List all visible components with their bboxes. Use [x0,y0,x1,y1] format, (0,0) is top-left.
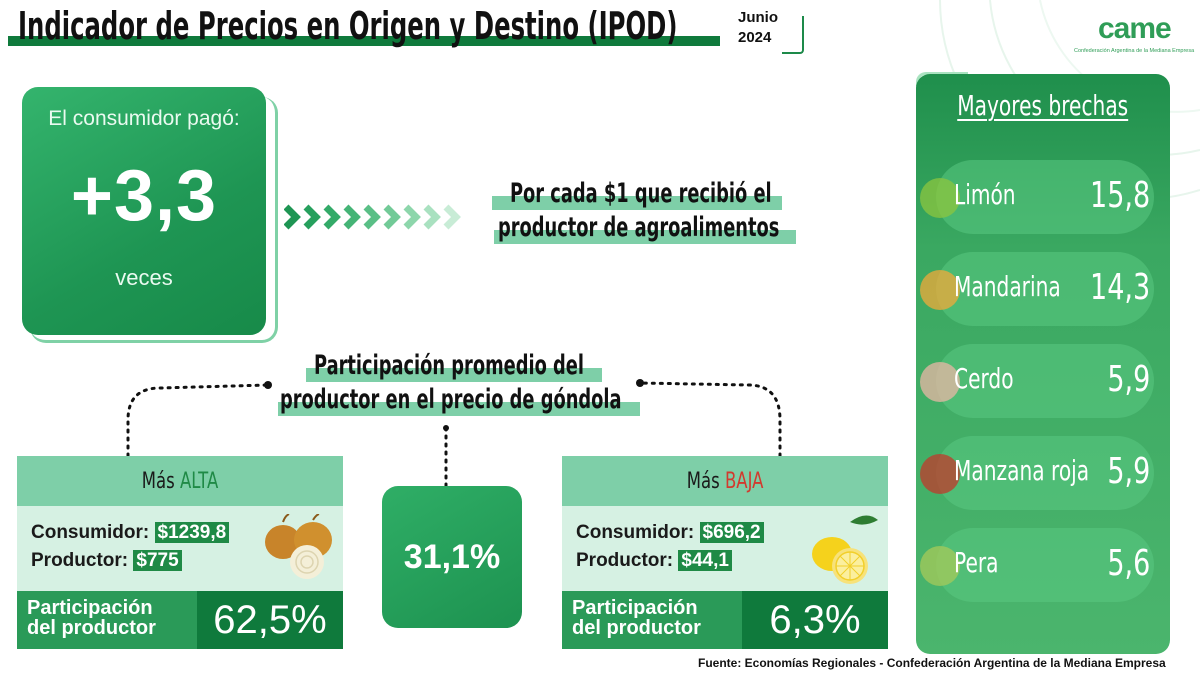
gap-item-cerdo: Cerdo 5,9 [920,344,1154,418]
per-peso-line-1: Por cada $1 que recibió el [510,178,772,209]
report-year: 2024 [738,29,772,46]
consumer-card-frame [30,97,278,343]
gap-item-value: 5,6 [1107,543,1150,584]
pear-icon [920,546,960,586]
lowest-producer-label: Productor: [576,550,674,571]
highest-producer-label: Productor: [31,550,129,571]
lowest-share-label-line-1: Participación [572,597,698,619]
gap-item-name: Manzana roja [954,454,1090,487]
lowest-share-panel: Más BAJA Consumidor: $696,2 Productor: $… [562,456,888,649]
participation-heading: Participación promedio del productor en … [276,350,646,418]
gap-item-name: Mandarina [954,270,1061,303]
lowest-consumer-label: Consumidor: [576,522,695,543]
report-date: Junio 2024 [738,8,778,48]
highest-share-value: 62,5% [197,591,343,649]
gap-item-name: Limón [954,178,1016,211]
highest-producer-value: $775 [133,550,182,571]
highest-consumer-value: $1239,8 [154,522,230,543]
lowest-consumer-value: $696,2 [699,522,764,543]
date-frame [782,16,804,54]
gap-item-value: 5,9 [1107,451,1150,492]
lime-icon [920,178,960,218]
participation-line-1: Participación promedio del [314,350,584,381]
highest-share-footer: Participación del productor 62,5% [17,591,343,649]
lowest-share-header: Más BAJA [562,456,888,506]
highest-share-header: Más ALTA [17,456,343,506]
brechas-panel-tab [916,72,968,86]
mandarin-icon [920,270,960,310]
gap-item-value: 14,3 [1089,267,1150,308]
consumer-card-box: El consumidor pagó: +3,3 veces [22,87,266,335]
average-share-box: 31,1% [382,486,522,628]
source-footnote: Fuente: Economías Regionales - Confedera… [698,656,1166,670]
came-logo: came Confederación Argentina de la Media… [1074,6,1194,62]
gap-item-mandarina: Mandarina 14,3 [920,252,1154,326]
per-peso-statement: Por cada $1 que recibió el productor de … [490,178,800,246]
highest-consumer-label: Consumidor: [31,522,150,543]
lowest-share-value: 6,3% [742,591,888,649]
largest-gaps-title: Mayores brechas [957,89,1129,122]
lowest-share-label-line-2: del productor [572,617,701,639]
title-underline-bar [8,36,720,46]
lowest-share-label: Participación del productor [562,591,742,649]
pork-icon [920,362,960,402]
lowest-producer-value: $44,1 [678,550,732,571]
highest-header-prefix: Más [141,469,175,494]
consumer-paid-card: El consumidor pagó: +3,3 veces [22,87,278,343]
lemon-icon [812,515,878,584]
highest-share-label-line-2: del productor [27,617,156,639]
gap-item-limon: Limón 15,8 [920,160,1154,234]
report-month: Junio [738,9,778,26]
participation-line-2: productor en el precio de góndola [280,384,622,415]
apple-icon [920,454,960,494]
logo-text: came [1098,12,1172,45]
consumer-multiplier: +3,3 [70,156,218,236]
highest-header-word: ALTA [179,469,219,494]
largest-gaps-panel: Mayores brechas Limón 15,8 Mandarina 14,… [916,74,1170,654]
gap-item-pera: Pera 5,6 [920,528,1154,602]
lowest-header-word: BAJA [724,469,764,494]
highest-share-body: Consumidor: $1239,8 Productor: $775 [17,506,343,591]
lowest-share-body: Consumidor: $696,2 Productor: $44,1 [562,506,888,591]
gap-item-name: Pera [954,546,999,579]
consumer-unit: veces [115,265,173,290]
per-peso-line-2: productor de agroalimentos [498,212,780,243]
highest-share-panel: Más ALTA Consumidor: $1239,8 Productor: … [17,456,343,649]
gap-item-manzana-roja: Manzana roja 5,9 [920,436,1154,510]
logo-subtitle: Confederación Argentina de la Mediana Em… [1074,48,1195,54]
chevron-arrows-icon [284,204,461,230]
gap-item-value: 15,8 [1089,175,1150,216]
lowest-share-footer: Participación del productor 6,3% [562,591,888,649]
highest-share-label: Participación del productor [17,591,197,649]
onion-icon [265,514,332,579]
page-title: Indicador de Precios en Origen y Destino… [18,4,678,48]
gap-item-name: Cerdo [954,362,1014,395]
highest-share-label-line-1: Participación [27,597,153,619]
gap-item-value: 5,9 [1107,359,1150,400]
consumer-label: El consumidor pagó: [48,107,240,130]
lowest-header-prefix: Más [686,469,720,494]
